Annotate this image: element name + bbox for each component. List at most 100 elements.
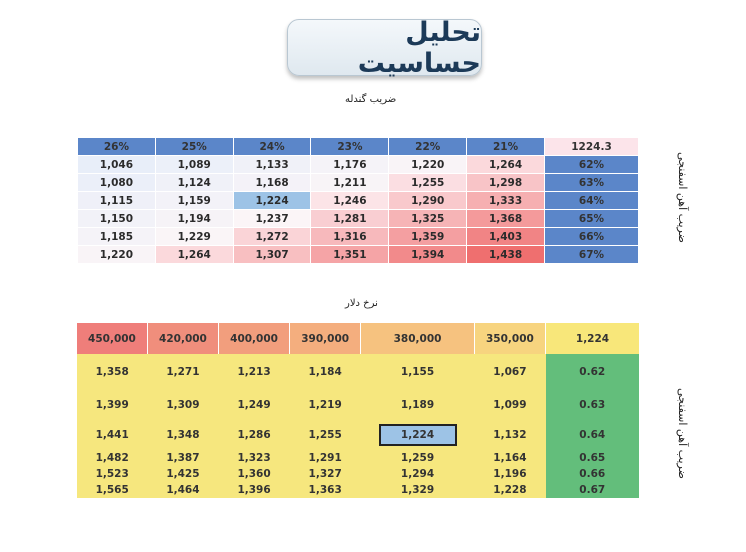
table-cell: 1,133 (232, 155, 312, 174)
table-cell: 1,176 (310, 155, 390, 174)
table-cell: 1,307 (232, 245, 312, 264)
table-cell: 1,159 (154, 191, 234, 210)
table-cell: 1,565 (77, 482, 148, 498)
table-cell: 1,249 (218, 390, 290, 420)
table-cell: 1,329 (360, 482, 475, 498)
table-cell: 1,259 (360, 450, 475, 466)
table-cell: 1,360 (218, 466, 290, 482)
table-cell: 1,482 (77, 450, 148, 466)
table-cell: 1,189 (360, 390, 475, 420)
table-cell: 1,327 (289, 466, 361, 482)
row-label: 0.64 (545, 420, 639, 450)
sensitivity-table-dollar: 450,000 420,000 400,000 390,000 380,000 350,0… (77, 323, 639, 498)
row-label: 0.62 (545, 354, 639, 390)
column-header: 420,000 (147, 323, 220, 354)
table-cell: 1,291 (289, 450, 361, 466)
column-header: 350,000 (474, 323, 547, 354)
column-header: 400,000 (218, 323, 291, 354)
table-cell: 1,359 (388, 227, 468, 246)
side-label-top: ضریب آهن اسفنجی (676, 152, 689, 243)
table-cell: 1,403 (466, 227, 545, 246)
table-cell: 1,213 (218, 354, 290, 390)
row-label: 0.67 (545, 482, 639, 498)
caption-top: ضریب گندله (345, 94, 397, 105)
table-cell: 1,438 (466, 245, 545, 264)
table-cell: 1,220 (77, 245, 156, 264)
table-cell: 1,396 (218, 482, 290, 498)
table-cell: 1,394 (388, 245, 468, 264)
table-cell: 1,155 (360, 354, 475, 390)
table-cell: 1,185 (77, 227, 156, 246)
table-cell: 1,286 (218, 420, 290, 450)
row-label: 64% (544, 191, 639, 210)
caption-middle: نرخ دلار (345, 298, 378, 309)
row-label: 63% (544, 173, 639, 192)
table-cell: 1,194 (154, 209, 234, 228)
table-cell: 1,464 (147, 482, 219, 498)
page-title: تحلیل حساسیت (357, 16, 481, 79)
selected-cell: 1,224 (378, 424, 457, 446)
corner-value: 1224.3 (544, 137, 639, 156)
table-cell: 1,271 (147, 354, 219, 390)
table-cell: 1,067 (474, 354, 546, 390)
table-cell: 1,298 (466, 173, 545, 192)
corner-value: 1,224 (545, 323, 639, 354)
row-label: 67% (544, 245, 639, 264)
row-label: 66% (544, 227, 639, 246)
column-header: 380,000 (360, 323, 475, 354)
table-cell: 1,224 (232, 191, 312, 210)
column-header: 21% (466, 137, 545, 156)
table-cell: 1,348 (147, 420, 219, 450)
table-cell: 1,399 (77, 390, 148, 420)
table-cell: 1,255 (388, 173, 468, 192)
table-cell: 1,224 (360, 420, 475, 450)
column-header: 450,000 (77, 323, 148, 354)
table-cell: 1,164 (474, 450, 546, 466)
table-cell: 1,219 (289, 390, 361, 420)
column-header: 22% (388, 137, 468, 156)
table-cell: 1,309 (147, 390, 219, 420)
table-cell: 1,325 (388, 209, 468, 228)
side-label-bottom: ضریب آهن اسفنجی (676, 388, 689, 479)
table-cell: 1,184 (289, 354, 361, 390)
table-cell: 1,220 (388, 155, 468, 174)
table-cell: 1,080 (77, 173, 156, 192)
table-cell: 1,229 (154, 227, 234, 246)
title-box: تحلیل حساسیت (287, 16, 482, 79)
table-cell: 1,046 (77, 155, 156, 174)
sensitivity-table-pellet: 26% 25% 24% 23% 22% 21% 1224.3 1,046 1,089 1,133 1… (77, 137, 639, 264)
row-label: 0.65 (545, 450, 639, 466)
column-header: 26% (77, 137, 156, 156)
table-cell: 1,441 (77, 420, 148, 450)
table-cell: 1,294 (360, 466, 475, 482)
table-cell: 1,150 (77, 209, 156, 228)
table-cell: 1,316 (310, 227, 390, 246)
table-cell: 1,351 (310, 245, 390, 264)
table-cell: 1,099 (474, 390, 546, 420)
row-label: 65% (544, 209, 639, 228)
table-cell: 1,272 (232, 227, 312, 246)
table-cell: 1,211 (310, 173, 390, 192)
table-cell: 1,255 (289, 420, 361, 450)
table-cell: 1,124 (154, 173, 234, 192)
table-cell: 1,115 (77, 191, 156, 210)
table-cell: 1,387 (147, 450, 219, 466)
column-header: 390,000 (289, 323, 362, 354)
table-cell: 1,132 (474, 420, 546, 450)
row-label: 0.63 (545, 390, 639, 420)
table-cell: 1,523 (77, 466, 148, 482)
table-cell: 1,333 (466, 191, 545, 210)
table-cell: 1,323 (218, 450, 290, 466)
table-cell: 1,196 (474, 466, 546, 482)
row-label: 62% (544, 155, 639, 174)
column-header: 25% (154, 137, 234, 156)
table-cell: 1,246 (310, 191, 390, 210)
row-label: 0.66 (545, 466, 639, 482)
table-cell: 1,089 (154, 155, 234, 174)
column-header: 24% (232, 137, 312, 156)
table-cell: 1,358 (77, 354, 148, 390)
table-cell: 1,363 (289, 482, 361, 498)
table-cell: 1,425 (147, 466, 219, 482)
table-cell: 1,168 (232, 173, 312, 192)
table-cell: 1,290 (388, 191, 468, 210)
